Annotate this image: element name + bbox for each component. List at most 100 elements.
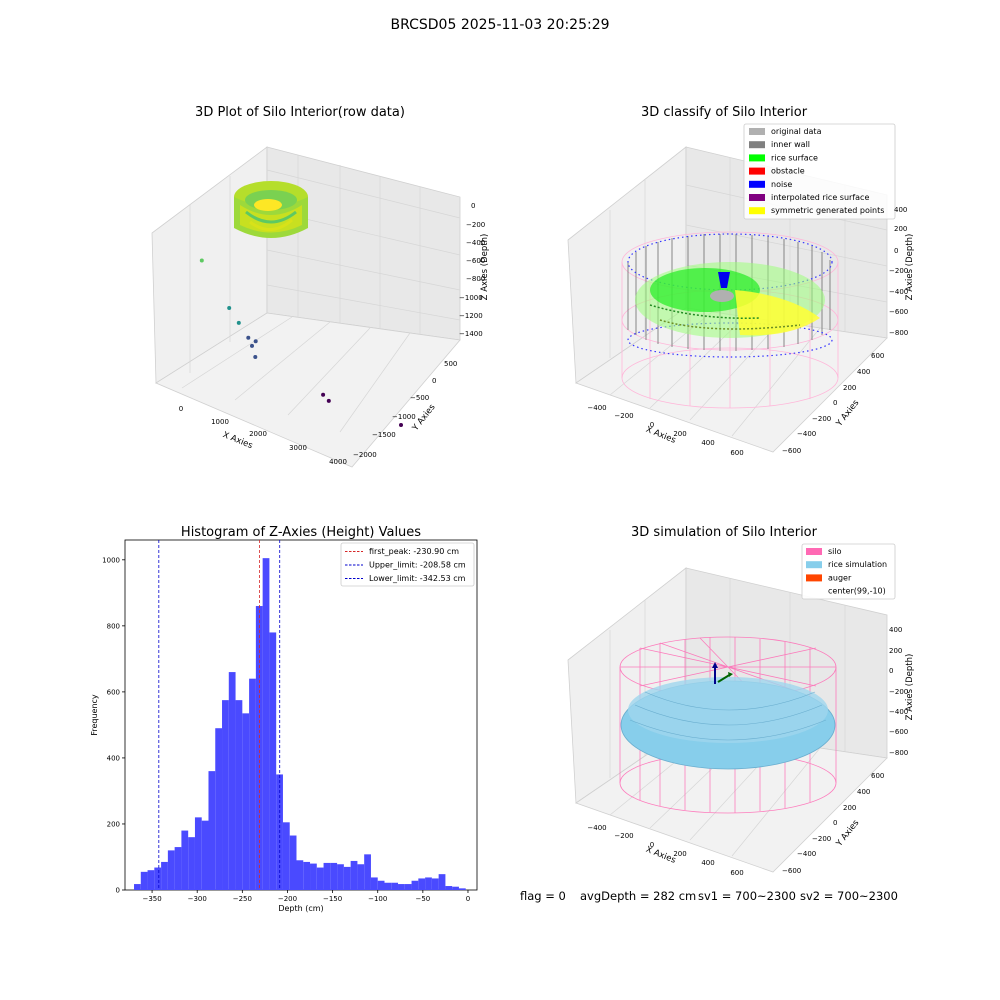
legend-label: symmetric generated points (771, 206, 884, 215)
y-tick-label: 400 (107, 754, 120, 762)
legend-swatch (806, 561, 822, 569)
histogram-bar (282, 822, 290, 890)
panel3-yticks: 0 200 400 600 800 1000 (102, 556, 125, 895)
x-tick-label: 0 (466, 895, 470, 903)
panel3-ylabel: Frequency (90, 694, 99, 736)
p2-xtick-3: 200 (673, 430, 686, 438)
histogram-bar (431, 878, 439, 890)
p4-ytick-1: 400 (857, 788, 870, 796)
histogram-bar (188, 837, 195, 890)
x-tick-label: −50 (415, 895, 430, 903)
legend-label: Lower_limit: -342.53 cm (369, 574, 466, 583)
panel4-auger (712, 662, 733, 684)
p2-ytick-0: 600 (871, 352, 884, 360)
p1-xtick-0: 0 (179, 405, 183, 413)
legend-label: Upper_limit: -208.58 cm (369, 561, 466, 570)
page-title: BRCSD05 2025-11-03 20:25:29 (390, 17, 610, 33)
p2-ztick-4: −400 (889, 288, 908, 296)
legend-swatch (806, 587, 822, 595)
histogram-bar (330, 862, 338, 890)
x-tick-label: −100 (368, 895, 387, 903)
histogram-bar (303, 861, 311, 890)
p4-ztick-4: −400 (889, 708, 908, 716)
p1-outlier-point (326, 398, 331, 403)
histogram-bar (377, 880, 385, 890)
x-tick-label: −300 (188, 895, 207, 903)
histogram-bar (343, 866, 351, 890)
p2-ztick-3: −200 (889, 267, 908, 275)
p2-ytick-6: −600 (782, 447, 801, 455)
p1-outlier-point (321, 392, 326, 397)
legend-label: original data (771, 127, 822, 136)
histogram-bar (249, 678, 256, 890)
histogram-bar (458, 888, 466, 890)
p1-ztick-3: −600 (466, 257, 485, 265)
legend-label: rice surface (771, 153, 818, 162)
p1-ytick-5: −2000 (353, 451, 377, 459)
histogram-bar (438, 874, 446, 890)
x-tick-label: −250 (233, 895, 252, 903)
legend-label: silo (828, 547, 842, 556)
p2-xtick-5: 600 (730, 449, 743, 457)
panel2-title: 3D classify of Silo Interior (641, 105, 808, 120)
histogram-bar (167, 850, 175, 890)
p1-outlier-point (246, 335, 251, 340)
panel2-xlabel: X Axies (644, 425, 677, 446)
y-tick-label: 600 (107, 688, 120, 696)
p4-ytick-6: −600 (782, 867, 801, 875)
panel2-ylabel: Y Axies (834, 398, 862, 430)
panel1-zlabel: Z Axies (Depth) (480, 234, 490, 301)
p4-ztick-5: −600 (889, 728, 908, 736)
status-sv1: sv1 = 700~2300 (698, 889, 796, 903)
legend-swatch (749, 180, 765, 188)
histogram-bar (222, 700, 229, 890)
histogram-bar (262, 558, 270, 890)
p1-outlier-point (236, 320, 241, 325)
p1-ztick-5: −1000 (459, 294, 483, 302)
status-flag: flag = 0 (520, 889, 566, 903)
p1-ytick-2: −500 (410, 394, 429, 402)
histogram-bar (235, 700, 243, 890)
p1-ytick-3: −1000 (392, 413, 416, 421)
legend-label: interpolated rice surface (771, 193, 869, 202)
p1-ztick-0: 0 (471, 202, 475, 210)
histogram-bar (357, 864, 365, 890)
status-avg-depth: avgDepth = 282 cm (580, 889, 696, 903)
panel3-xticks: −350 −300 −250 −200 −150 −100 −50 0 (142, 890, 470, 903)
p4-xtick-1: −200 (614, 832, 633, 840)
panel4-rice-sim (620, 677, 836, 770)
panel4-legend: silo rice simulation auger center(99,-10) (801, 543, 896, 600)
legend-swatch (806, 574, 822, 582)
histogram-bar (147, 870, 155, 890)
histogram-bar (194, 817, 202, 890)
legend-swatch (749, 141, 765, 149)
y-tick-label: 800 (107, 622, 120, 630)
histogram-bar (201, 820, 209, 890)
histogram-bar (316, 867, 324, 890)
p4-ytick-2: 200 (843, 804, 856, 812)
p4-ztick-6: −800 (889, 749, 908, 757)
p4-ytick-0: 600 (871, 772, 884, 780)
status-sv2: sv2 = 700~2300 (800, 889, 898, 903)
p1-xtick-4: 4000 (329, 458, 347, 466)
x-tick-label: −150 (323, 895, 342, 903)
panel4-zlabel: Z Axies (Depth) (905, 654, 915, 721)
p2-ytick-2: 200 (843, 384, 856, 392)
panel-classify-3d: 3D classify of Silo Interior (567, 105, 915, 457)
p1-ztick-4: −800 (466, 275, 485, 283)
p4-xtick-0: −400 (587, 824, 606, 832)
legend-label: rice simulation (828, 560, 887, 569)
p4-ztick-0: 400 (889, 626, 902, 634)
histogram-bar (391, 882, 399, 890)
legend-swatch (749, 194, 765, 201)
histogram-bar (242, 713, 250, 890)
p1-outlier-point (250, 343, 254, 348)
p2-ytick-4: −200 (812, 415, 831, 423)
legend-label: inner wall (771, 140, 810, 149)
y-tick-label: 200 (107, 820, 120, 828)
x-tick-label: −350 (142, 895, 161, 903)
panel3-title: Histogram of Z-Axies (Height) Values (181, 525, 421, 540)
histogram-bar (208, 771, 216, 890)
p4-xtick-2: 0 (650, 841, 654, 849)
p4-ztick-3: −200 (889, 688, 908, 696)
